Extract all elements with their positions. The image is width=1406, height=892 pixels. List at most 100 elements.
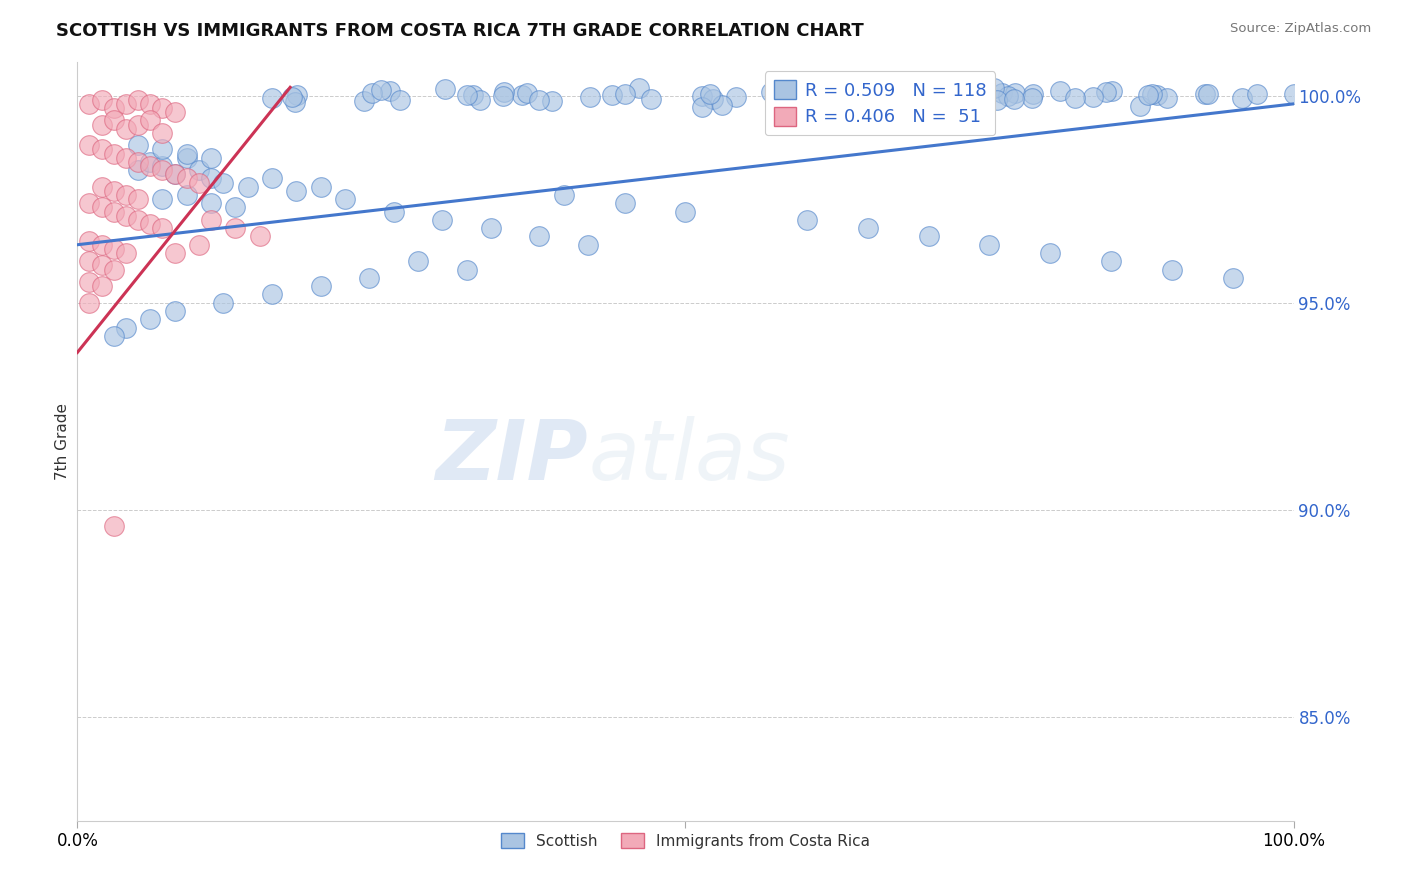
Point	[966, 86, 988, 100]
Point	[152, 126, 174, 140]
Point	[380, 83, 402, 97]
Point	[1021, 87, 1043, 102]
Point	[942, 91, 965, 105]
Point	[249, 229, 271, 244]
Point	[1282, 87, 1305, 102]
Point	[1140, 87, 1163, 101]
Point	[90, 279, 112, 293]
Point	[1146, 87, 1168, 102]
Point	[176, 146, 198, 161]
Point	[1246, 87, 1268, 101]
Point	[907, 87, 929, 102]
Point	[309, 179, 332, 194]
Point	[79, 254, 101, 268]
Point	[103, 184, 125, 198]
Point	[139, 113, 162, 128]
Point	[434, 81, 457, 95]
Point	[79, 138, 101, 153]
Point	[236, 179, 259, 194]
Point	[986, 93, 1008, 107]
Point	[640, 92, 662, 106]
Point	[759, 86, 782, 100]
Point	[979, 237, 1001, 252]
Point	[893, 89, 915, 103]
Point	[115, 151, 138, 165]
Point	[115, 209, 138, 223]
Point	[1004, 86, 1026, 100]
Point	[176, 151, 198, 165]
Point	[353, 94, 375, 108]
Point	[675, 204, 697, 219]
Point	[359, 271, 381, 285]
Point	[103, 101, 125, 115]
Point	[710, 97, 733, 112]
Point	[699, 87, 721, 101]
Point	[127, 93, 149, 107]
Point	[479, 221, 502, 235]
Point	[1063, 91, 1085, 105]
Point	[1222, 271, 1244, 285]
Point	[285, 87, 308, 102]
Point	[260, 171, 283, 186]
Point	[103, 113, 125, 128]
Point	[1049, 84, 1071, 98]
Point	[200, 151, 222, 165]
Point	[1083, 90, 1105, 104]
Point	[832, 95, 855, 109]
Point	[152, 101, 174, 115]
Point	[200, 213, 222, 227]
Point	[856, 221, 879, 235]
Point	[939, 82, 962, 96]
Point	[152, 143, 174, 157]
Point	[969, 94, 991, 108]
Point	[260, 91, 283, 105]
Point	[613, 87, 636, 101]
Point	[103, 242, 125, 256]
Point	[846, 90, 869, 104]
Point	[1156, 91, 1178, 105]
Point	[139, 159, 162, 173]
Point	[808, 82, 831, 96]
Point	[541, 94, 564, 108]
Point	[285, 184, 308, 198]
Point	[1129, 98, 1152, 112]
Point	[1002, 92, 1025, 106]
Point	[188, 176, 211, 190]
Point	[1101, 84, 1123, 98]
Point	[90, 259, 112, 273]
Point	[152, 159, 174, 173]
Point	[152, 163, 174, 178]
Text: ZIP: ZIP	[436, 417, 588, 497]
Point	[152, 192, 174, 206]
Point	[139, 312, 162, 326]
Point	[690, 100, 713, 114]
Point	[103, 204, 125, 219]
Point	[90, 237, 112, 252]
Point	[163, 105, 186, 120]
Point	[388, 93, 411, 107]
Point	[163, 167, 186, 181]
Point	[139, 217, 162, 231]
Point	[103, 519, 125, 533]
Point	[724, 90, 747, 104]
Point	[163, 246, 186, 260]
Legend: Scottish, Immigrants from Costa Rica: Scottish, Immigrants from Costa Rica	[495, 827, 876, 855]
Point	[212, 295, 235, 310]
Point	[260, 287, 283, 301]
Point	[127, 213, 149, 227]
Point	[1095, 85, 1118, 99]
Point	[1039, 246, 1062, 260]
Point	[176, 171, 198, 186]
Point	[127, 192, 149, 206]
Point	[962, 88, 984, 103]
Point	[281, 89, 304, 103]
Point	[79, 295, 101, 310]
Point	[188, 237, 211, 252]
Point	[79, 196, 101, 211]
Point	[212, 176, 235, 190]
Point	[90, 143, 112, 157]
Point	[834, 84, 856, 98]
Point	[115, 121, 138, 136]
Point	[152, 221, 174, 235]
Point	[370, 83, 392, 97]
